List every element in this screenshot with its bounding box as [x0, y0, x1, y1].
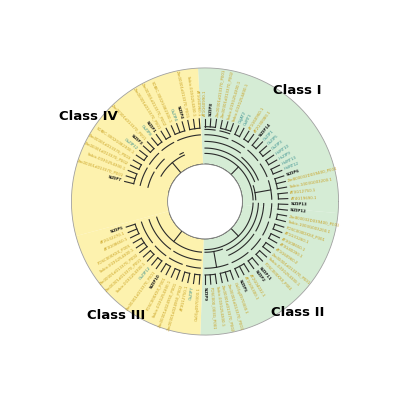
Text: Sobic.003G254300.1: Sobic.003G254300.1 [152, 279, 172, 318]
Text: AT1G60990.1: AT1G60990.1 [203, 89, 207, 116]
Text: Class II: Class II [271, 306, 324, 318]
Text: SiZIP4: SiZIP4 [176, 105, 183, 120]
Text: Zm00001d013370_P001: Zm00001d013370_P001 [125, 269, 156, 311]
Text: Sobic.003G254300.1: Sobic.003G254300.1 [267, 257, 300, 288]
Text: Class I: Class I [274, 85, 322, 97]
Text: AT2G04032.1: AT2G04032.1 [249, 273, 266, 298]
Text: HvIRT13: HvIRT13 [281, 155, 297, 166]
Text: Zm00001d013370_P002: Zm00001d013370_P002 [98, 253, 139, 286]
Text: AT3G08650.1: AT3G08650.1 [281, 237, 306, 252]
Text: Zm00001d013370_P001: Zm00001d013370_P001 [110, 104, 147, 141]
Text: HvIRT12: HvIRT12 [284, 162, 300, 171]
Text: Class IV: Class IV [59, 110, 118, 123]
Text: AT1G31260.1: AT1G31260.1 [284, 232, 310, 245]
Text: Sobic.003G254300.1: Sobic.003G254300.1 [99, 248, 135, 274]
Text: POSC000XXX_P001: POSC000XXX_P001 [97, 243, 132, 265]
Text: SiZIP6: SiZIP6 [286, 169, 300, 177]
Text: SiZIP5: SiZIP5 [238, 279, 247, 293]
Text: SiZIP1: SiZIP1 [145, 120, 156, 134]
Text: OsZIP12: OsZIP12 [124, 137, 139, 150]
Text: Sobic.003G254300.1: Sobic.003G254300.1 [87, 152, 126, 171]
Text: SiZIP9: SiZIP9 [203, 287, 207, 301]
Text: Zm00001d013370_P001: Zm00001d013370_P001 [215, 69, 226, 117]
Text: SiZIP12: SiZIP12 [290, 208, 307, 214]
Text: OsZIP4: OsZIP4 [169, 108, 178, 122]
Wedge shape [200, 201, 338, 335]
Text: AT3G40090.1: AT3G40090.1 [278, 243, 303, 259]
Text: SiZIP14: SiZIP14 [258, 122, 272, 137]
Text: POSC000XXX_P001: POSC000XXX_P001 [263, 262, 292, 292]
Text: AT1G60960.1: AT1G60960.1 [195, 90, 201, 117]
Text: OsZIP1: OsZIP1 [263, 129, 275, 141]
Text: SiZIP10: SiZIP10 [149, 273, 161, 289]
Text: SiZIP11: SiZIP11 [258, 266, 272, 281]
Text: SOBIC.3002G082300.1: SOBIC.3002G082300.1 [150, 81, 172, 124]
Text: Zm00001d013370_P003: Zm00001d013370_P003 [88, 133, 132, 160]
Text: HvZIP9: HvZIP9 [278, 150, 292, 160]
Text: SiZIP8: SiZIP8 [209, 102, 214, 117]
Text: SiZIP5: SiZIP5 [110, 226, 124, 234]
Wedge shape [76, 201, 205, 335]
Text: POSC000XXX_P001: POSC000XXX_P001 [145, 276, 167, 312]
Text: OsJAT2: OsJAT2 [238, 111, 247, 124]
Text: SiZIP7: SiZIP7 [108, 176, 122, 183]
Text: Class III: Class III [87, 309, 145, 322]
Text: POSC000_003G_P001: POSC000_003G_P001 [209, 286, 216, 330]
Text: AT1G60960.2: AT1G60960.2 [275, 248, 299, 266]
Text: Zm00001d013370_P001: Zm00001d013370_P001 [132, 87, 161, 130]
Text: Zm00001d013370_P002: Zm00001d013370_P002 [84, 141, 129, 166]
Text: OsIRT1: OsIRT1 [243, 113, 253, 127]
Text: AT3G08650.1: AT3G08650.1 [104, 237, 129, 252]
Text: SiZIP3: SiZIP3 [130, 133, 143, 146]
Text: OsZIP8: OsZIP8 [140, 124, 152, 137]
Wedge shape [168, 164, 242, 239]
Text: Sobic.003G254400.1: Sobic.003G254400.1 [232, 82, 250, 122]
Text: Sobic.003G254300.1: Sobic.003G254300.1 [116, 262, 147, 294]
Text: AT2G32270.1: AT2G32270.1 [100, 232, 126, 245]
Text: OsZIP7: OsZIP7 [189, 286, 195, 300]
Text: AT1G60960.1: AT1G60960.1 [249, 106, 266, 130]
Text: OsZIP3: OsZIP3 [271, 139, 284, 150]
Text: Zm00001d013370_P001: Zm00001d013370_P001 [104, 257, 143, 292]
Text: Zm00001d013370_P001: Zm00001d013370_P001 [227, 283, 244, 331]
Text: ZmB00032D039400_P001: ZmB00032D039400_P001 [288, 166, 338, 183]
Wedge shape [198, 68, 338, 213]
Text: Zm00001d013370_P001: Zm00001d013370_P001 [77, 158, 124, 177]
Wedge shape [72, 68, 205, 236]
Text: Os01g0970300.1: Os01g0970300.1 [195, 286, 201, 321]
Text: SiZIP2: SiZIP2 [254, 269, 265, 283]
Text: SiZIP13: SiZIP13 [290, 202, 307, 207]
Text: Zm00001d013370_P002: Zm00001d013370_P002 [221, 285, 235, 333]
Text: Sobic.1003G003200.1: Sobic.1003G003200.1 [288, 220, 331, 235]
Text: AT2G30080.1: AT2G30080.1 [254, 110, 272, 134]
Text: AT3G12750.1: AT3G12750.1 [180, 285, 189, 312]
Text: Zm00001d013370_P002: Zm00001d013370_P002 [221, 70, 235, 118]
Text: HvIRT10: HvIRT10 [275, 143, 290, 155]
Text: SOBIC.3002G082300.1: SOBIC.3002G082300.1 [96, 127, 135, 155]
Text: AT4G19690.1: AT4G19690.1 [290, 196, 317, 201]
Text: Zm00001d013370_P001: Zm00001d013370_P001 [175, 70, 189, 118]
Text: Zm00001d024950_P001: Zm00001d024950_P001 [157, 281, 178, 328]
Text: Sobic.003G254300.1: Sobic.003G254300.1 [227, 79, 242, 120]
Text: POSC000DXXX_P001: POSC000DXXX_P001 [286, 226, 326, 243]
Text: AT1G05300.1: AT1G05300.1 [243, 276, 259, 301]
Text: Os01g0970300.1: Os01g0970300.1 [232, 281, 248, 314]
Text: AT3G12750.1: AT3G12750.1 [290, 188, 316, 195]
Text: OsZIP5: OsZIP5 [267, 134, 280, 146]
Text: Zm00001d013370_P002: Zm00001d013370_P002 [140, 82, 167, 127]
Text: Sobic.1003G003200.1: Sobic.1003G003200.1 [289, 177, 333, 189]
Text: Zm00001d024950_P002: Zm00001d024950_P002 [166, 283, 183, 331]
Text: OsZIP12: OsZIP12 [138, 266, 152, 281]
Text: Sobic.003G254300.1: Sobic.003G254300.1 [215, 286, 225, 327]
Text: Sobic.003G254300.1: Sobic.003G254300.1 [185, 76, 195, 117]
Text: Zm00001d013370_P001: Zm00001d013370_P001 [271, 253, 312, 286]
Text: ZmB00032D039400_P001: ZmB00032D039400_P001 [289, 214, 340, 227]
